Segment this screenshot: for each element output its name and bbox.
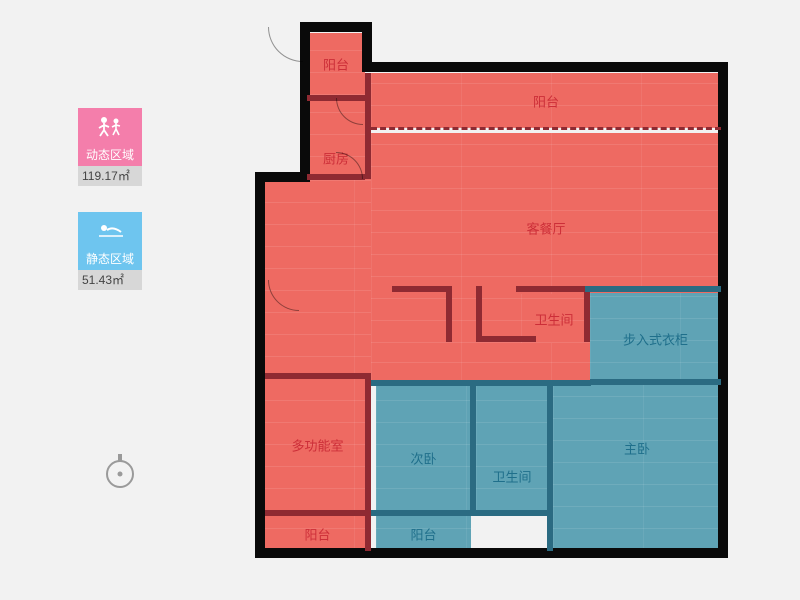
inner-wall — [470, 385, 476, 511]
legend-static-value: 51.43㎡ — [78, 270, 142, 290]
outer-wall — [255, 548, 728, 558]
legend-dynamic-value: 119.17㎡ — [78, 166, 142, 186]
room-label: 主卧 — [553, 439, 721, 458]
room-label: 阳台 — [307, 55, 365, 74]
room-label: 次卧 — [376, 449, 471, 468]
inner-wall — [516, 286, 590, 292]
room-walkin_closet: 步入式衣柜 — [590, 293, 721, 385]
legend-static: 静态区域 51.43㎡ — [78, 212, 142, 290]
legend-dynamic: 动态区域 119.17㎡ — [78, 108, 142, 186]
inner-wall — [265, 510, 371, 516]
inner-wall — [265, 373, 371, 379]
room-master_bed: 主卧 — [553, 385, 721, 551]
room-corridor_left — [264, 179, 371, 379]
legend: 动态区域 119.17㎡ 静态区域 51.43㎡ — [78, 108, 148, 316]
room-multi_room: 多功能室 — [264, 379, 371, 511]
room-label: 多功能室 — [264, 436, 371, 455]
room-label: 客餐厅 — [371, 219, 721, 238]
room-balcony_bot_mid: 阳台 — [376, 516, 471, 551]
room-corridor_bottom — [371, 343, 590, 385]
room-second_bed: 次卧 — [376, 385, 471, 511]
person-resting-icon — [78, 212, 142, 248]
inner-wall — [585, 286, 721, 292]
inner-wall — [476, 336, 536, 342]
legend-dynamic-title: 动态区域 — [78, 144, 142, 166]
inner-wall — [584, 286, 590, 342]
inner-wall — [476, 286, 482, 342]
room-label: 阳台 — [371, 91, 721, 110]
room-wc_lower: 卫生间 — [476, 385, 548, 511]
inner-wall — [446, 286, 452, 342]
room-label: 阳台 — [376, 524, 471, 543]
room-label: 卫生间 — [476, 467, 548, 486]
inner-wall — [365, 379, 371, 551]
room-balcony_top_left: 阳台 — [307, 33, 365, 95]
people-running-icon — [78, 108, 142, 144]
legend-static-title: 静态区域 — [78, 248, 142, 270]
outer-wall — [718, 62, 728, 558]
outer-wall — [362, 62, 728, 72]
inner-wall — [365, 73, 371, 179]
inner-wall — [371, 380, 591, 386]
room-label: 卫生间 — [521, 309, 587, 328]
room-label: 阳台 — [264, 524, 371, 543]
room-balcony_bot_left: 阳台 — [264, 516, 371, 551]
inner-wall — [371, 510, 553, 516]
room-balcony_top_right: 阳台 — [371, 73, 721, 128]
floor-plan: 动态区域 119.17㎡ 静态区域 51.43㎡ 阳台厨房阳台客餐厅卫生间多功能… — [0, 0, 800, 600]
inner-wall — [547, 385, 553, 551]
outer-wall — [255, 172, 265, 558]
door-arc — [268, 27, 303, 62]
inner-wall — [392, 286, 452, 292]
inner-wall — [590, 379, 721, 385]
inner-wall — [371, 127, 721, 130]
room-label: 步入式衣柜 — [590, 330, 721, 349]
compass-icon — [100, 450, 140, 490]
